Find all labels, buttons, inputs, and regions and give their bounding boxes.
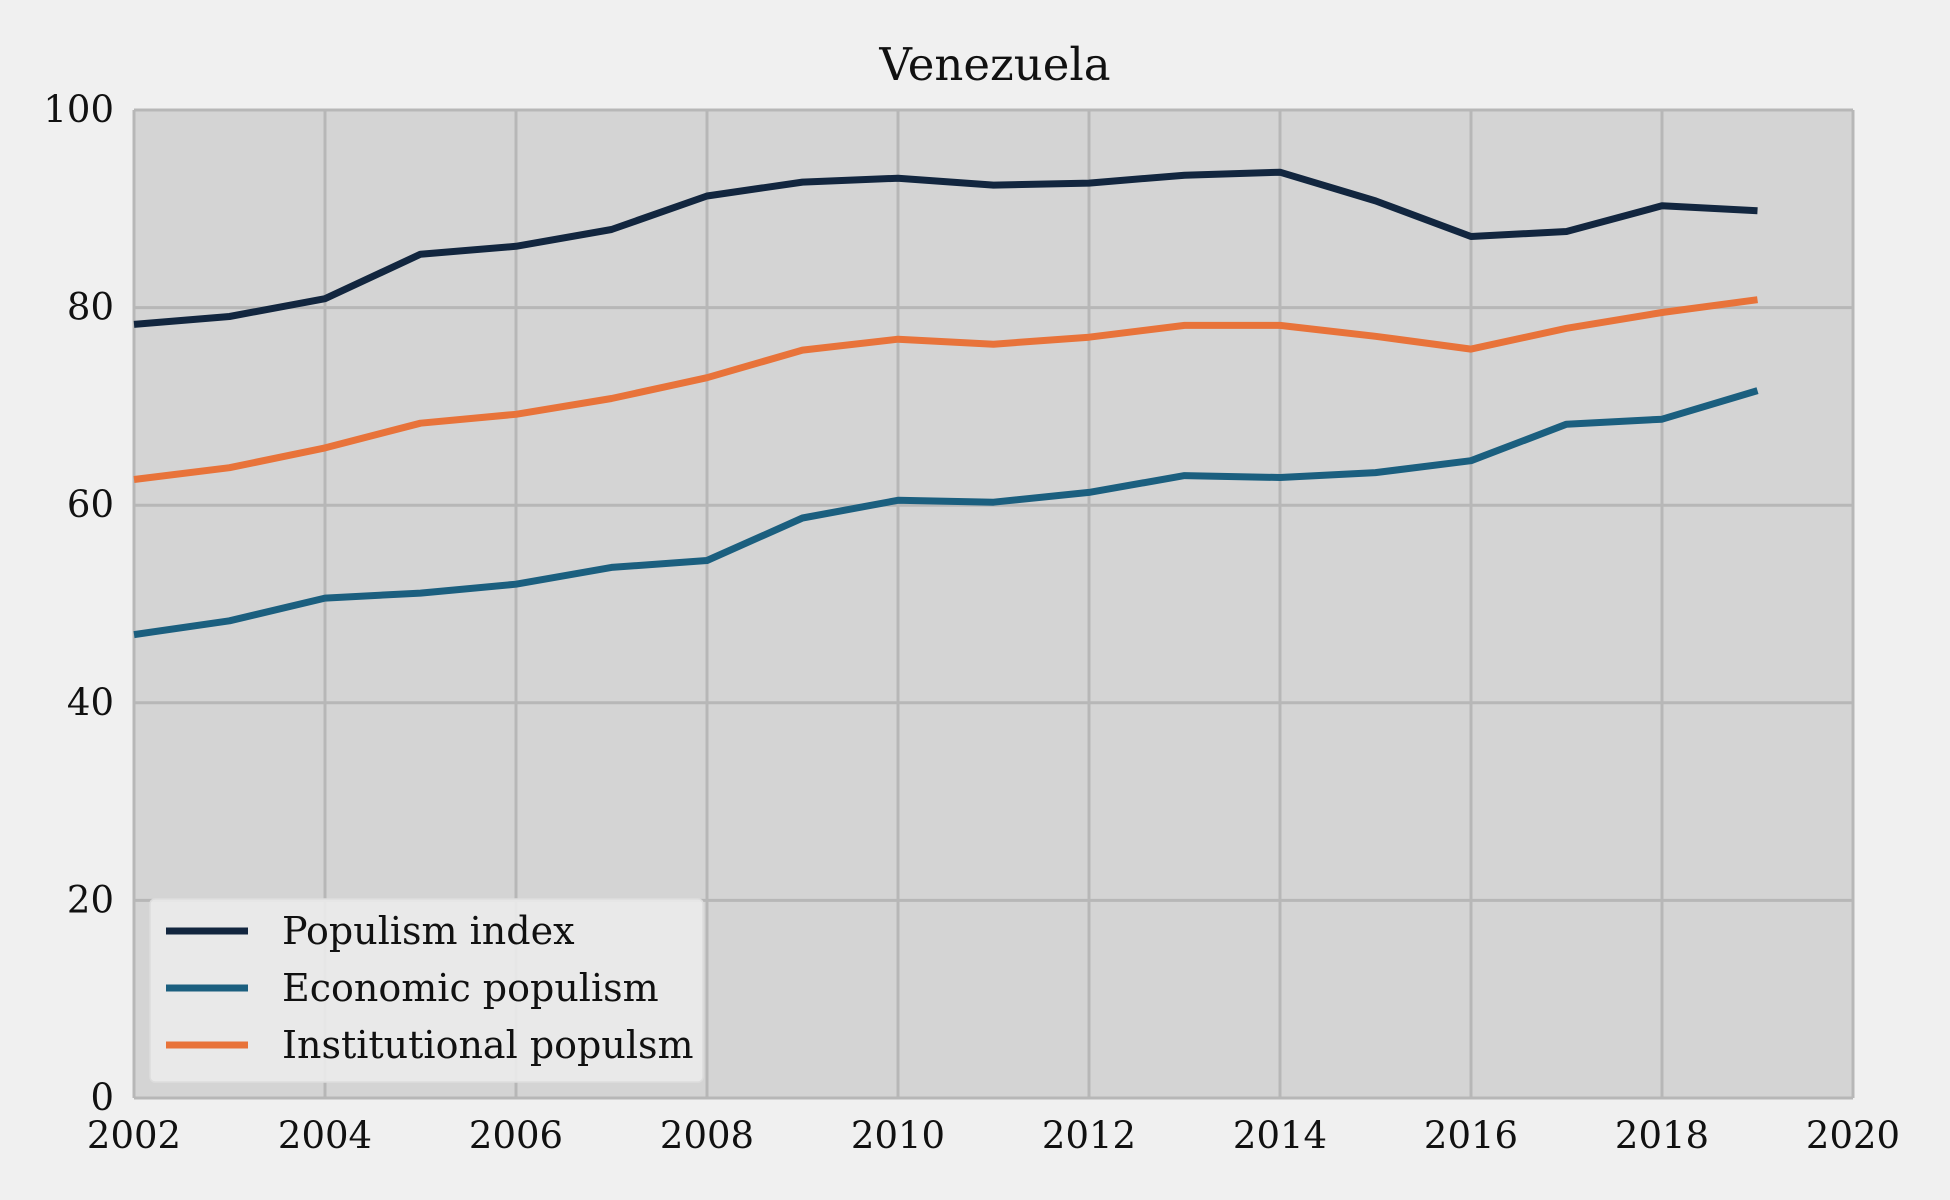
chart-title: Venezuela — [878, 38, 1110, 91]
series-line-institutional-populsm — [133, 296, 1758, 483]
x-tick-label-2008: 2008 — [660, 1114, 754, 1157]
legend-label-0: Populism index — [282, 909, 575, 953]
y-tick-label-20: 20 — [67, 878, 114, 921]
x-tick-label-2006: 2006 — [469, 1114, 563, 1157]
x-tick-label-2012: 2012 — [1042, 1114, 1136, 1157]
x-tick-label-2016: 2016 — [1424, 1114, 1518, 1157]
x-tick-label-2014: 2014 — [1233, 1114, 1327, 1157]
x-tick-label-2004: 2004 — [278, 1114, 372, 1157]
y-tick-label-0: 0 — [90, 1076, 114, 1119]
legend-label-2: Institutional populsm — [282, 1023, 694, 1067]
legend-box — [149, 898, 704, 1083]
x-tick-label-2020: 2020 — [1806, 1114, 1900, 1157]
legend: Populism index Economic populism Instituti… — [149, 898, 704, 1083]
x-tick-label-2018: 2018 — [1615, 1114, 1709, 1157]
y-tick-label-100: 100 — [43, 88, 114, 131]
y-tick-label-60: 60 — [67, 483, 114, 526]
y-tick-label-40: 40 — [67, 681, 114, 724]
y-tick-label-80: 80 — [67, 286, 114, 329]
x-tick-label-2010: 2010 — [851, 1114, 945, 1157]
series-lines — [133, 168, 1759, 639]
series-line-economic-populism — [133, 387, 1759, 639]
legend-label-1: Economic populism — [282, 966, 659, 1010]
grid-lines — [132, 108, 1855, 1100]
axis-tick-labels: 2002 2004 2006 2008 2010 2012 2014 2016 2018 2020… — [43, 88, 1900, 1157]
series-line-populism-index — [133, 168, 1758, 328]
x-tick-label-2002: 2002 — [87, 1114, 181, 1157]
